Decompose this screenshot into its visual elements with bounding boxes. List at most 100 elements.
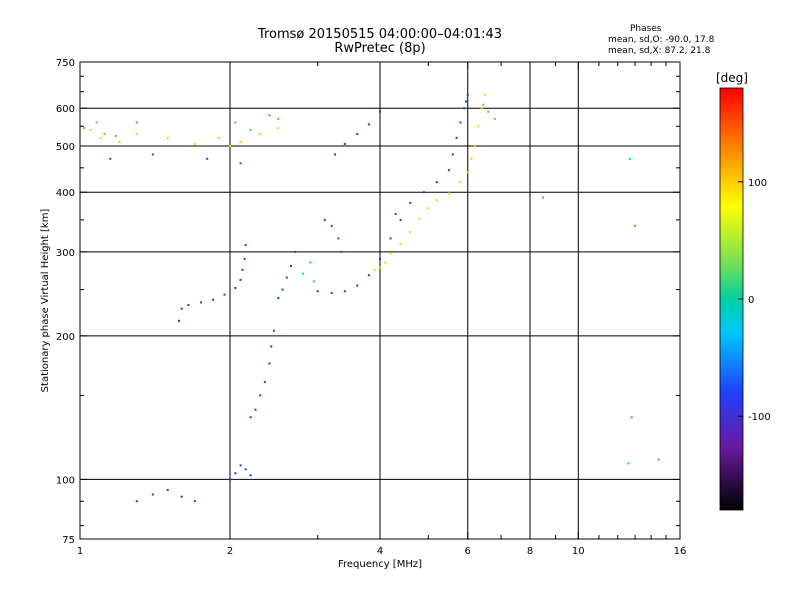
data-point — [268, 362, 271, 365]
data-point — [367, 274, 370, 277]
data-point — [249, 416, 252, 419]
data-point — [459, 121, 462, 124]
data-point — [234, 121, 237, 124]
data-point — [379, 257, 381, 260]
y-axis-label: Stationary phase Virtual Height [km] — [40, 209, 51, 393]
data-point — [166, 489, 169, 492]
data-point — [343, 142, 346, 145]
data-point — [223, 293, 226, 296]
data-point — [340, 250, 343, 253]
data-point — [630, 416, 633, 419]
data-point — [482, 103, 485, 106]
x-tick-label: 2 — [227, 546, 233, 557]
data-point — [241, 268, 244, 271]
data-point — [277, 127, 280, 130]
data-point — [418, 217, 421, 220]
data-point — [409, 201, 412, 204]
colorbar-tick-label: 100 — [748, 178, 767, 189]
data-point — [367, 123, 370, 126]
data-point — [379, 266, 381, 269]
data-point — [422, 191, 425, 194]
data-point — [277, 117, 280, 120]
data-point — [177, 319, 180, 322]
chart-title: Tromsø 20150515 04:00:00–04:01:43 — [257, 27, 503, 42]
data-point — [337, 237, 340, 240]
data-point — [634, 224, 637, 227]
data-point — [151, 153, 154, 156]
data-point — [244, 468, 247, 471]
data-point — [285, 276, 288, 279]
data-point — [627, 462, 630, 465]
data-point — [239, 278, 242, 281]
y-tick-label: 300 — [56, 248, 75, 259]
data-point — [356, 132, 359, 135]
y-tick-label: 75 — [62, 535, 75, 546]
data-point — [180, 495, 183, 498]
stats-heading: Phases — [630, 24, 662, 34]
data-point — [268, 114, 271, 117]
data-point — [114, 134, 117, 137]
data-point — [234, 286, 237, 289]
data-point — [384, 261, 387, 264]
data-point — [330, 291, 333, 294]
data-point — [399, 242, 402, 245]
data-point — [343, 290, 346, 293]
y-tick-label: 200 — [56, 332, 75, 343]
data-point — [277, 297, 280, 300]
colorbar-tick-label: -100 — [748, 412, 771, 423]
stats-line-x: mean, sd,X: 87.2, 21.8 — [608, 46, 711, 56]
data-point — [447, 169, 450, 172]
data-point — [193, 500, 196, 503]
data-point — [217, 136, 220, 139]
y-tick-label: 500 — [56, 142, 75, 153]
data-point — [259, 132, 262, 135]
data-point — [334, 153, 337, 156]
data-point — [316, 290, 319, 293]
data-point — [301, 272, 304, 275]
data-point — [239, 464, 242, 467]
data-point — [254, 408, 257, 411]
data-point — [289, 265, 292, 268]
colorbar-tick-label: 0 — [748, 295, 754, 306]
data-point — [330, 224, 333, 227]
data-point — [95, 121, 98, 124]
data-point — [451, 153, 454, 156]
data-point — [466, 93, 469, 96]
data-point — [200, 301, 203, 304]
data-point — [135, 500, 138, 503]
data-point — [270, 345, 273, 348]
data-point — [466, 171, 469, 174]
data-point — [244, 244, 247, 247]
data-point — [193, 142, 196, 145]
data-point — [229, 144, 231, 147]
y-tick-label: 100 — [56, 475, 75, 486]
data-point — [473, 144, 476, 147]
data-point — [487, 110, 490, 113]
data-point — [373, 268, 376, 271]
data-point — [239, 162, 242, 165]
data-point — [435, 181, 438, 184]
data-point — [459, 181, 462, 184]
y-tick-label: 400 — [56, 188, 75, 199]
data-point — [389, 237, 392, 240]
data-point — [135, 132, 138, 135]
data-point — [435, 199, 438, 202]
data-point — [259, 394, 262, 397]
data-point — [263, 381, 266, 384]
data-point — [206, 157, 209, 160]
data-point — [281, 288, 284, 291]
data-point — [234, 472, 237, 475]
data-point — [399, 218, 402, 221]
data-point — [212, 298, 215, 301]
x-tick-label: 6 — [465, 546, 471, 557]
x-tick-label: 10 — [572, 546, 585, 557]
data-point — [239, 140, 242, 143]
data-point — [309, 261, 312, 264]
data-point — [629, 157, 632, 160]
data-point — [389, 252, 392, 255]
y-tick-label: 600 — [56, 104, 75, 115]
data-point — [394, 213, 397, 216]
data-point — [470, 157, 473, 160]
data-point — [427, 207, 430, 210]
